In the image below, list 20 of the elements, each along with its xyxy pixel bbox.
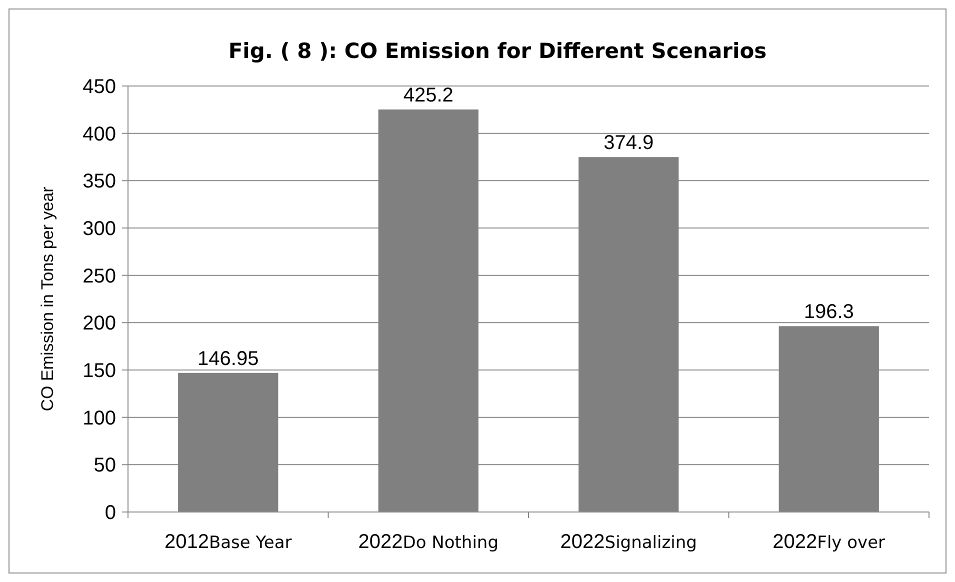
x-tick-label: 2022Fly over [772, 531, 886, 553]
data-label: 196.3 [804, 301, 854, 324]
data-label: 146.95 [198, 348, 259, 370]
data-label: 425.2 [403, 84, 454, 106]
y-axis-title: CO Emission in Tons per year [38, 186, 57, 412]
y-tick-label: 150 [82, 360, 116, 382]
y-tick-label: 200 [82, 312, 116, 335]
y-tick-label: 0 [104, 502, 116, 524]
y-tick-label: 400 [82, 123, 116, 146]
y-tick-label: 100 [82, 407, 116, 430]
y-tick-label: 50 [94, 454, 116, 477]
x-tick-label: 2022Do Nothing [358, 531, 498, 553]
x-tick-label: 2012Base Year [164, 531, 292, 553]
y-tick-label: 450 [82, 76, 116, 98]
y-tick-label: 300 [82, 218, 116, 240]
x-tick-label: 2022Signalizing [560, 531, 697, 553]
y-tick-label: 250 [82, 265, 116, 288]
data-label: 374.9 [604, 132, 654, 154]
y-tick-label: 350 [82, 170, 116, 193]
chart-title: Fig. ( 8 ): CO Emission for Different Scenarios [228, 39, 767, 63]
